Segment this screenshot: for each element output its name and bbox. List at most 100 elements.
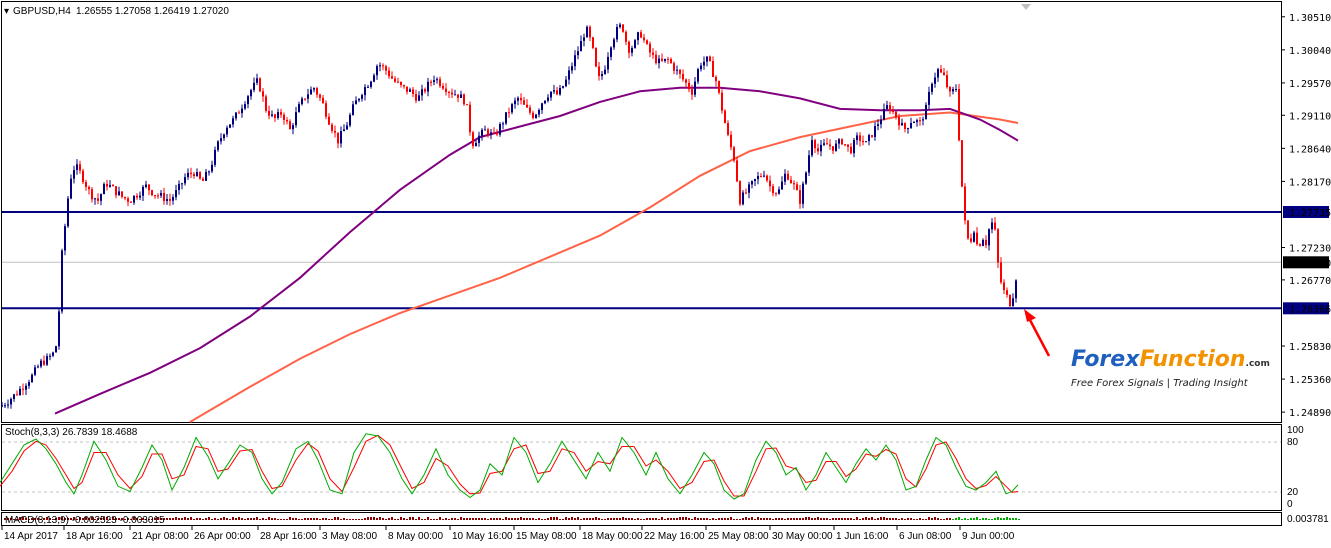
candle [388,67,390,79]
candle [457,94,459,103]
candle [106,179,108,191]
candle [496,129,498,137]
candle [25,383,27,395]
forexfunction-watermark: ForexFunction.com Free Forex Signals | T… [1071,347,1270,389]
candle [322,95,324,104]
candle [862,135,864,146]
time-tick-label: 22 May 16:00 [644,531,705,542]
candle [961,140,963,188]
candle [667,56,669,64]
candle [793,180,795,190]
candle [763,170,765,178]
price-marker-box: 1.26366 [1283,302,1331,315]
time-tick-label: 1 Jun 16:00 [836,531,889,542]
candle [610,46,612,61]
candle [892,106,894,115]
time-tick-label: 9 Jun 00:00 [962,531,1015,542]
candle [838,138,840,149]
candle [937,67,939,82]
candle [418,91,420,102]
candle [949,85,951,97]
candle [946,70,948,89]
candle [229,124,231,129]
candle [574,50,576,71]
macd-label: MACD(8,13,9) -0.002523 -0.003015 [5,515,165,526]
candle [451,88,453,98]
candle [184,173,186,186]
candle [415,89,417,104]
macd-panel[interactable] [1,512,1282,526]
candle [346,122,348,130]
svg-text:1.26366: 1.26366 [1289,304,1331,315]
candle [214,146,216,168]
price-tick-label: 1.29570 [1289,79,1331,90]
candle [637,31,639,45]
chart-shift-marker-icon[interactable] [1021,4,1031,10]
candle [301,96,303,106]
candle [364,84,366,101]
candle [823,139,825,147]
candle [670,57,672,64]
candle [178,180,180,195]
candle [877,119,879,131]
candle [79,160,81,174]
candle [121,191,123,199]
candle [247,94,249,109]
candle [1012,293,1014,307]
candle [826,137,828,145]
candle [163,187,165,205]
candle [724,109,726,124]
price-marker-box: 1.27735 [1283,206,1331,219]
candle [277,108,279,120]
candle [397,77,399,84]
stochastic-panel[interactable] [1,424,1282,511]
candle [814,138,816,153]
price-tick-label: 1.30510 [1289,13,1331,24]
candle [847,144,849,152]
candle [499,122,501,137]
candle [958,83,960,142]
candle [997,228,999,268]
candle [367,84,369,88]
candle [715,75,717,87]
time-tick-label: 14 Apr 2017 [4,531,58,542]
candle [934,72,936,88]
candle [598,62,600,81]
candle [376,64,378,80]
candle [547,94,549,103]
candle [886,100,888,111]
candle [430,79,432,87]
candle [91,187,93,203]
candle [211,160,213,174]
time-axis: 14 Apr 2017 18 Apr 16:00 21 Apr 08:00 26 Ap… [1,526,1015,542]
watermark-brand-second: Function [1139,347,1245,372]
candle [988,228,990,251]
candle [289,119,291,130]
candle [856,132,858,145]
candle [73,165,75,184]
candle [31,373,33,383]
watermark-domain: .com [1246,359,1270,369]
candle [232,115,234,128]
candle [526,99,528,108]
candle [259,77,261,93]
watermark-tagline: Free Forex Signals | Trading Insight [1071,378,1249,389]
time-tick-label: 3 May 08:00 [322,531,377,542]
candle [541,102,543,114]
candle [409,87,411,92]
stochastic-signal-line [0,434,1019,497]
main-price-panel[interactable] [1,1,1282,423]
candle [805,171,807,185]
candle [682,69,684,82]
candle [991,218,993,234]
candle [1006,287,1008,298]
candle [817,143,819,155]
candle [325,100,327,120]
candle [631,45,633,57]
candle [133,195,135,205]
candle [736,156,738,183]
candle [13,393,15,402]
candle [355,96,357,105]
candle [829,139,831,150]
candle [538,108,540,118]
